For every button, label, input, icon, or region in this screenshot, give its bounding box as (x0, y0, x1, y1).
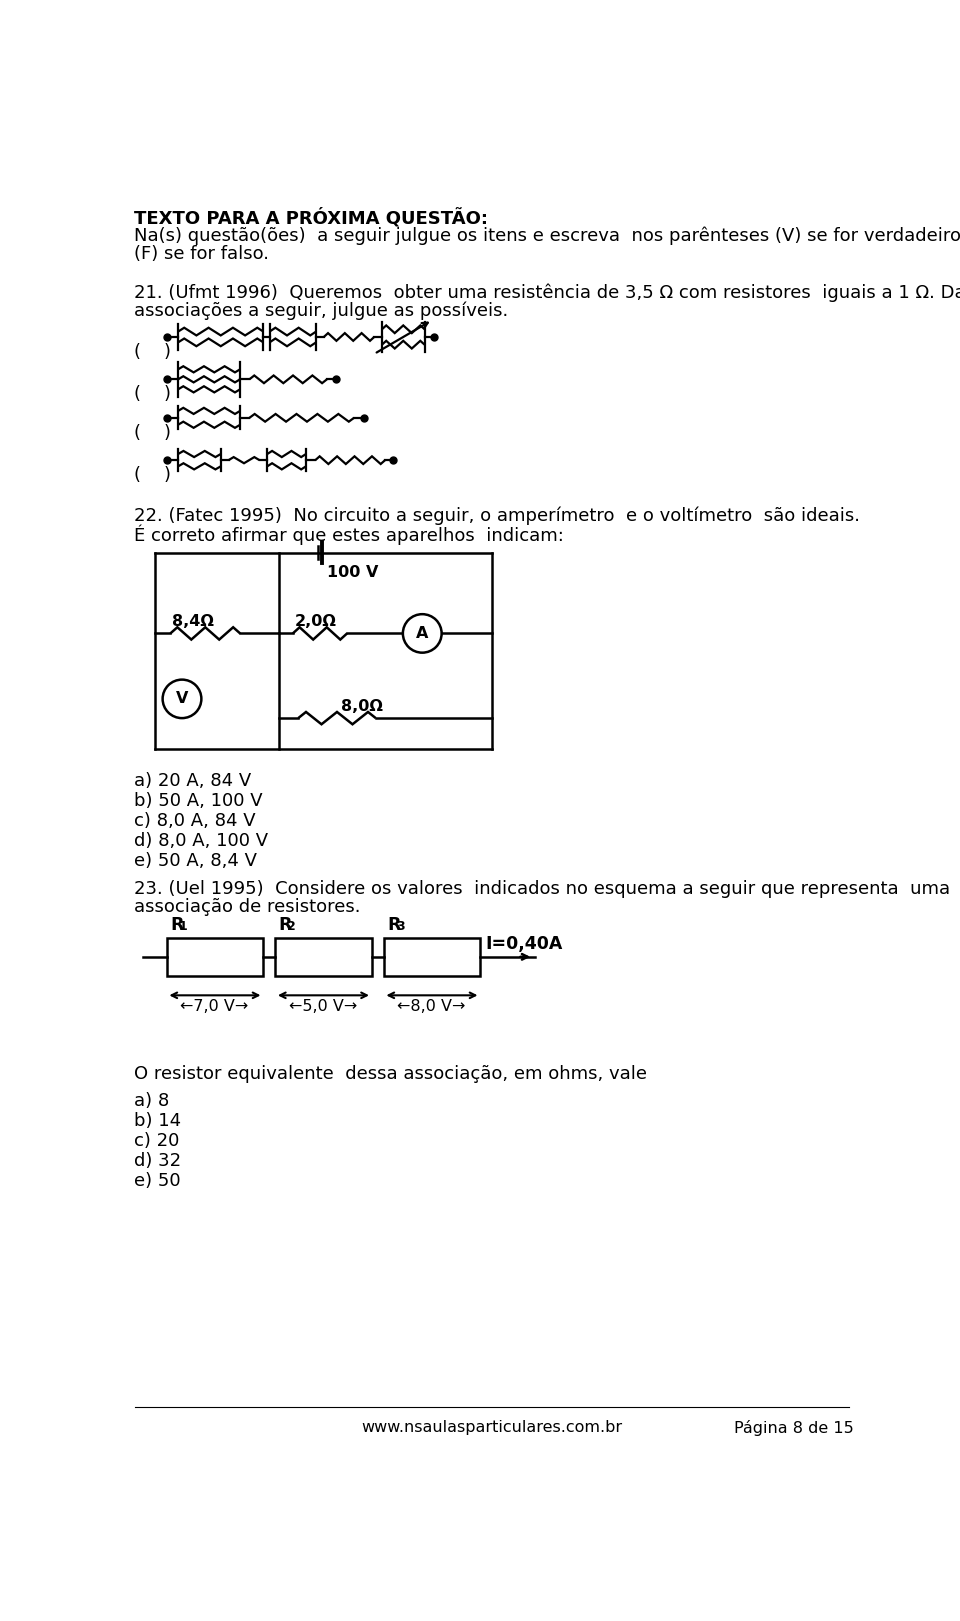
Text: 8,0Ω: 8,0Ω (341, 699, 383, 713)
Text: d) 8,0 A, 100 V: d) 8,0 A, 100 V (134, 832, 268, 849)
Text: O resistor equivalente  dessa associação, em ohms, vale: O resistor equivalente dessa associação,… (134, 1065, 647, 1083)
Bar (166, 937, 263, 976)
Text: b) 50 A, 100 V: b) 50 A, 100 V (134, 793, 263, 810)
Text: c) 8,0 A, 84 V: c) 8,0 A, 84 V (134, 812, 255, 830)
Text: b) 14: b) 14 (134, 1112, 181, 1130)
Text: (    ): ( ) (134, 386, 171, 404)
Text: associação de resistores.: associação de resistores. (134, 898, 360, 916)
Bar (275, 937, 372, 976)
Text: 3: 3 (396, 921, 404, 934)
Text: 1: 1 (179, 921, 187, 934)
Text: É correto afirmar que estes aparelhos  indicam:: É correto afirmar que estes aparelhos in… (134, 525, 564, 545)
Text: d) 32: d) 32 (134, 1151, 181, 1170)
Circle shape (403, 614, 442, 653)
Bar (383, 937, 480, 976)
Text: (    ): ( ) (134, 344, 171, 361)
Text: 22. (Fatec 1995)  No circuito a seguir, o amperímetro  e o voltímetro  são ideai: 22. (Fatec 1995) No circuito a seguir, o… (134, 506, 860, 525)
Text: (F) se for falso.: (F) se for falso. (134, 245, 269, 263)
Text: ←8,0 V→: ←8,0 V→ (397, 999, 466, 1015)
Text: R: R (170, 916, 184, 934)
Text: c) 20: c) 20 (134, 1131, 180, 1149)
Text: 8,4Ω: 8,4Ω (172, 614, 214, 629)
Text: e) 50: e) 50 (134, 1172, 180, 1190)
Text: Página 8 de 15: Página 8 de 15 (734, 1420, 854, 1436)
Text: a) 20 A, 84 V: a) 20 A, 84 V (134, 772, 252, 789)
Text: a) 8: a) 8 (134, 1091, 169, 1109)
Text: associações a seguir, julgue as possíveis.: associações a seguir, julgue as possívei… (134, 302, 508, 319)
Text: Na(s) questão(ões)  a seguir julgue os itens e escreva  nos parênteses (V) se fo: Na(s) questão(ões) a seguir julgue os it… (134, 227, 960, 245)
Text: (    ): ( ) (134, 467, 171, 485)
Circle shape (162, 679, 202, 718)
Text: R: R (278, 916, 293, 934)
Text: A: A (416, 626, 428, 640)
Text: ←7,0 V→: ←7,0 V→ (180, 999, 249, 1015)
Text: 21. (Ufmt 1996)  Queremos  obter uma resistência de 3,5 Ω com resistores  iguais: 21. (Ufmt 1996) Queremos obter uma resis… (134, 284, 960, 302)
Text: V: V (176, 692, 188, 707)
Text: 23. (Uel 1995)  Considere os valores  indicados no esquema a seguir que represen: 23. (Uel 1995) Considere os valores indi… (134, 880, 950, 898)
Text: 2,0Ω: 2,0Ω (295, 614, 336, 629)
Text: www.nsaulasparticulares.com.br: www.nsaulasparticulares.com.br (361, 1420, 623, 1435)
Text: ←5,0 V→: ←5,0 V→ (289, 999, 357, 1015)
Text: 100 V: 100 V (327, 564, 378, 580)
Text: 2: 2 (287, 921, 296, 934)
Text: TEXTO PARA A PRÓXIMA QUESTÃO:: TEXTO PARA A PRÓXIMA QUESTÃO: (134, 209, 488, 229)
Text: I=0,40A: I=0,40A (485, 935, 563, 953)
Text: e) 50 A, 8,4 V: e) 50 A, 8,4 V (134, 853, 257, 870)
Text: R: R (388, 916, 401, 934)
Text: (    ): ( ) (134, 425, 171, 443)
